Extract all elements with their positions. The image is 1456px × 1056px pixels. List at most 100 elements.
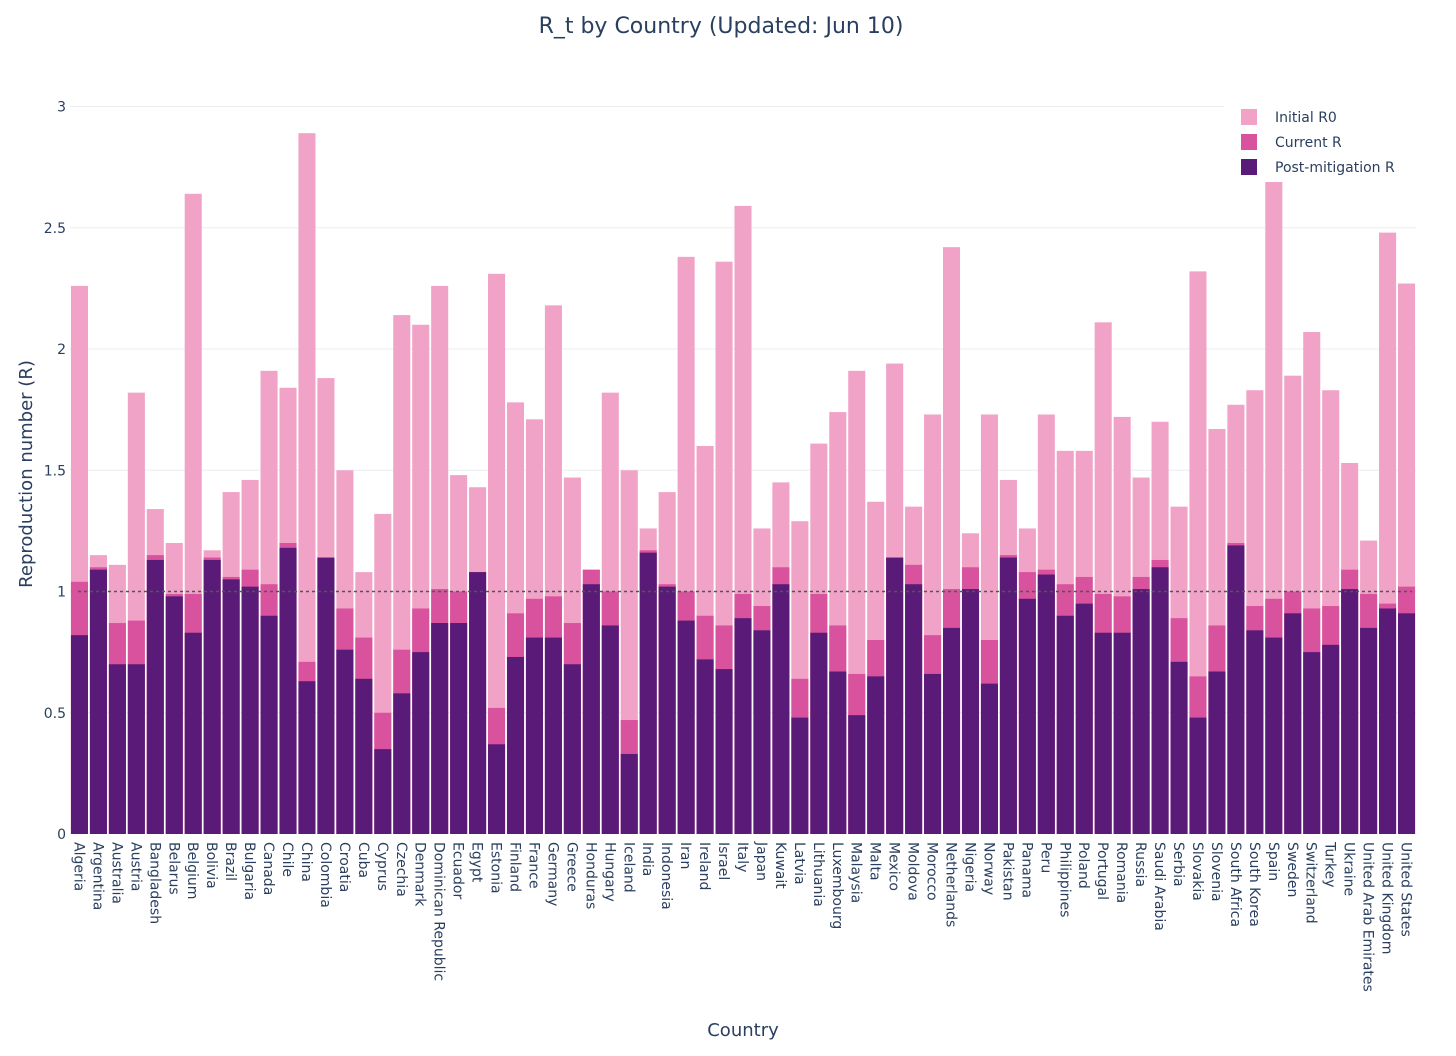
bar-post-mitigation-r[interactable] <box>1360 627 1378 834</box>
bar-post-mitigation-r[interactable] <box>393 693 411 834</box>
bar-post-mitigation-r[interactable] <box>1056 615 1074 834</box>
bar-post-mitigation-r[interactable] <box>563 664 581 834</box>
x-tick-label: Dominican Republic <box>431 842 447 981</box>
bar-post-mitigation-r[interactable] <box>867 676 885 834</box>
bar-post-mitigation-r[interactable] <box>279 547 297 834</box>
bar-post-mitigation-r[interactable] <box>1284 613 1302 834</box>
bar-post-mitigation-r[interactable] <box>70 635 89 834</box>
bar-post-mitigation-r[interactable] <box>506 656 525 834</box>
x-tick-label: South Korea <box>1246 842 1262 927</box>
bar-post-mitigation-r[interactable] <box>89 569 107 834</box>
bar-post-mitigation-r[interactable] <box>1208 671 1226 834</box>
x-tick-label: Colombia <box>317 842 333 908</box>
x-tick-label: Egypt <box>469 842 485 883</box>
bar-post-mitigation-r[interactable] <box>317 557 335 834</box>
bar-post-mitigation-r[interactable] <box>829 671 847 834</box>
bar-post-mitigation-r[interactable] <box>1094 632 1112 834</box>
bar-post-mitigation-r[interactable] <box>753 630 771 834</box>
bar-post-mitigation-r[interactable] <box>450 623 468 834</box>
bar-post-mitigation-r[interactable] <box>1246 630 1264 834</box>
bar-post-mitigation-r[interactable] <box>260 615 278 834</box>
legend-swatch[interactable] <box>1241 109 1257 125</box>
bar-post-mitigation-r[interactable] <box>431 623 449 834</box>
bar-post-mitigation-r[interactable] <box>1113 632 1131 834</box>
x-tick-label: Ecuador <box>450 842 466 899</box>
bar-post-mitigation-r[interactable] <box>582 584 600 834</box>
bar-post-mitigation-r[interactable] <box>924 673 942 834</box>
bar-post-mitigation-r[interactable] <box>525 637 543 834</box>
bar-initial-r0[interactable] <box>488 273 506 834</box>
bar-post-mitigation-r[interactable] <box>639 552 657 834</box>
bar-post-mitigation-r[interactable] <box>1170 661 1188 834</box>
y-axis-title: Reproduction number (R) <box>16 360 37 588</box>
bar-post-mitigation-r[interactable] <box>544 637 562 834</box>
bar-post-mitigation-r[interactable] <box>1322 644 1340 834</box>
bar-post-mitigation-r[interactable] <box>355 678 373 834</box>
legend-label[interactable]: Post-mitigation R <box>1275 160 1395 176</box>
bar-post-mitigation-r[interactable] <box>184 632 202 834</box>
x-tick-label: Cyprus <box>374 842 390 891</box>
x-tick-label: Nigeria <box>961 842 977 892</box>
bar-post-mitigation-r[interactable] <box>886 557 904 834</box>
bar-post-mitigation-r[interactable] <box>1397 613 1416 834</box>
bar-post-mitigation-r[interactable] <box>943 627 961 834</box>
bar-post-mitigation-r[interactable] <box>412 652 430 834</box>
bar-post-mitigation-r[interactable] <box>1227 545 1245 834</box>
x-tick-label: France <box>525 842 541 889</box>
bar-post-mitigation-r[interactable] <box>620 753 638 834</box>
bar-post-mitigation-r[interactable] <box>469 572 487 834</box>
bars <box>70 118 1416 835</box>
x-tick-label: Iceland <box>620 842 636 893</box>
bar-post-mitigation-r[interactable] <box>658 586 676 834</box>
bar-post-mitigation-r[interactable] <box>127 664 145 834</box>
bar-post-mitigation-r[interactable] <box>374 749 392 834</box>
bar-post-mitigation-r[interactable] <box>734 618 752 834</box>
x-tick-label: Estonia <box>488 842 504 894</box>
x-tick-label: Iran <box>677 842 693 869</box>
legend-swatch[interactable] <box>1241 159 1257 175</box>
bar-post-mitigation-r[interactable] <box>298 681 316 834</box>
bar-post-mitigation-r[interactable] <box>715 669 733 834</box>
bar-post-mitigation-r[interactable] <box>601 625 619 834</box>
bar-post-mitigation-r[interactable] <box>961 589 980 834</box>
bar-post-mitigation-r[interactable] <box>108 664 126 834</box>
bar-post-mitigation-r[interactable] <box>336 649 354 834</box>
bar-post-mitigation-r[interactable] <box>1189 717 1207 834</box>
y-tick-label: 1 <box>57 585 66 601</box>
bar-post-mitigation-r[interactable] <box>1151 567 1169 834</box>
bar-post-mitigation-r[interactable] <box>203 559 221 834</box>
bar-post-mitigation-r[interactable] <box>1075 603 1093 834</box>
legend-label[interactable]: Initial R0 <box>1275 110 1337 126</box>
bar-initial-r0[interactable] <box>298 133 316 835</box>
bar-post-mitigation-r[interactable] <box>980 683 998 834</box>
bar-post-mitigation-r[interactable] <box>696 659 714 834</box>
legend-swatch[interactable] <box>1241 134 1257 150</box>
bar-post-mitigation-r[interactable] <box>146 559 164 834</box>
bar-post-mitigation-r[interactable] <box>772 584 790 834</box>
bar-post-mitigation-r[interactable] <box>905 584 923 834</box>
bar-post-mitigation-r[interactable] <box>1341 589 1359 834</box>
bar-post-mitigation-r[interactable] <box>999 557 1017 834</box>
bar-post-mitigation-r[interactable] <box>241 586 259 834</box>
bar-post-mitigation-r[interactable] <box>488 744 506 834</box>
bar-post-mitigation-r[interactable] <box>1303 652 1321 834</box>
bar-post-mitigation-r[interactable] <box>1037 574 1055 834</box>
bar-post-mitigation-r[interactable] <box>1379 608 1397 834</box>
x-tick-label: Norway <box>980 842 996 895</box>
bar-post-mitigation-r[interactable] <box>848 715 866 834</box>
bar-post-mitigation-r[interactable] <box>1265 637 1283 834</box>
x-tick-label: Belarus <box>165 842 181 895</box>
bar-post-mitigation-r[interactable] <box>1132 589 1150 834</box>
legend[interactable]: Initial R0 Current R Post-mitigation R <box>1224 100 1420 182</box>
x-tick-label: Bangladesh <box>146 842 162 924</box>
bar-post-mitigation-r[interactable] <box>1018 598 1036 834</box>
bar-post-mitigation-r[interactable] <box>165 596 183 834</box>
bar-post-mitigation-r[interactable] <box>810 632 828 834</box>
bar-post-mitigation-r[interactable] <box>222 579 240 834</box>
x-tick-label: Kuwait <box>772 842 788 889</box>
legend-label[interactable]: Current R <box>1275 135 1342 151</box>
x-tick-label: Chile <box>279 842 295 877</box>
bar-post-mitigation-r[interactable] <box>791 717 809 834</box>
bar-post-mitigation-r[interactable] <box>677 620 695 834</box>
x-tick-label: Peru <box>1037 842 1053 873</box>
